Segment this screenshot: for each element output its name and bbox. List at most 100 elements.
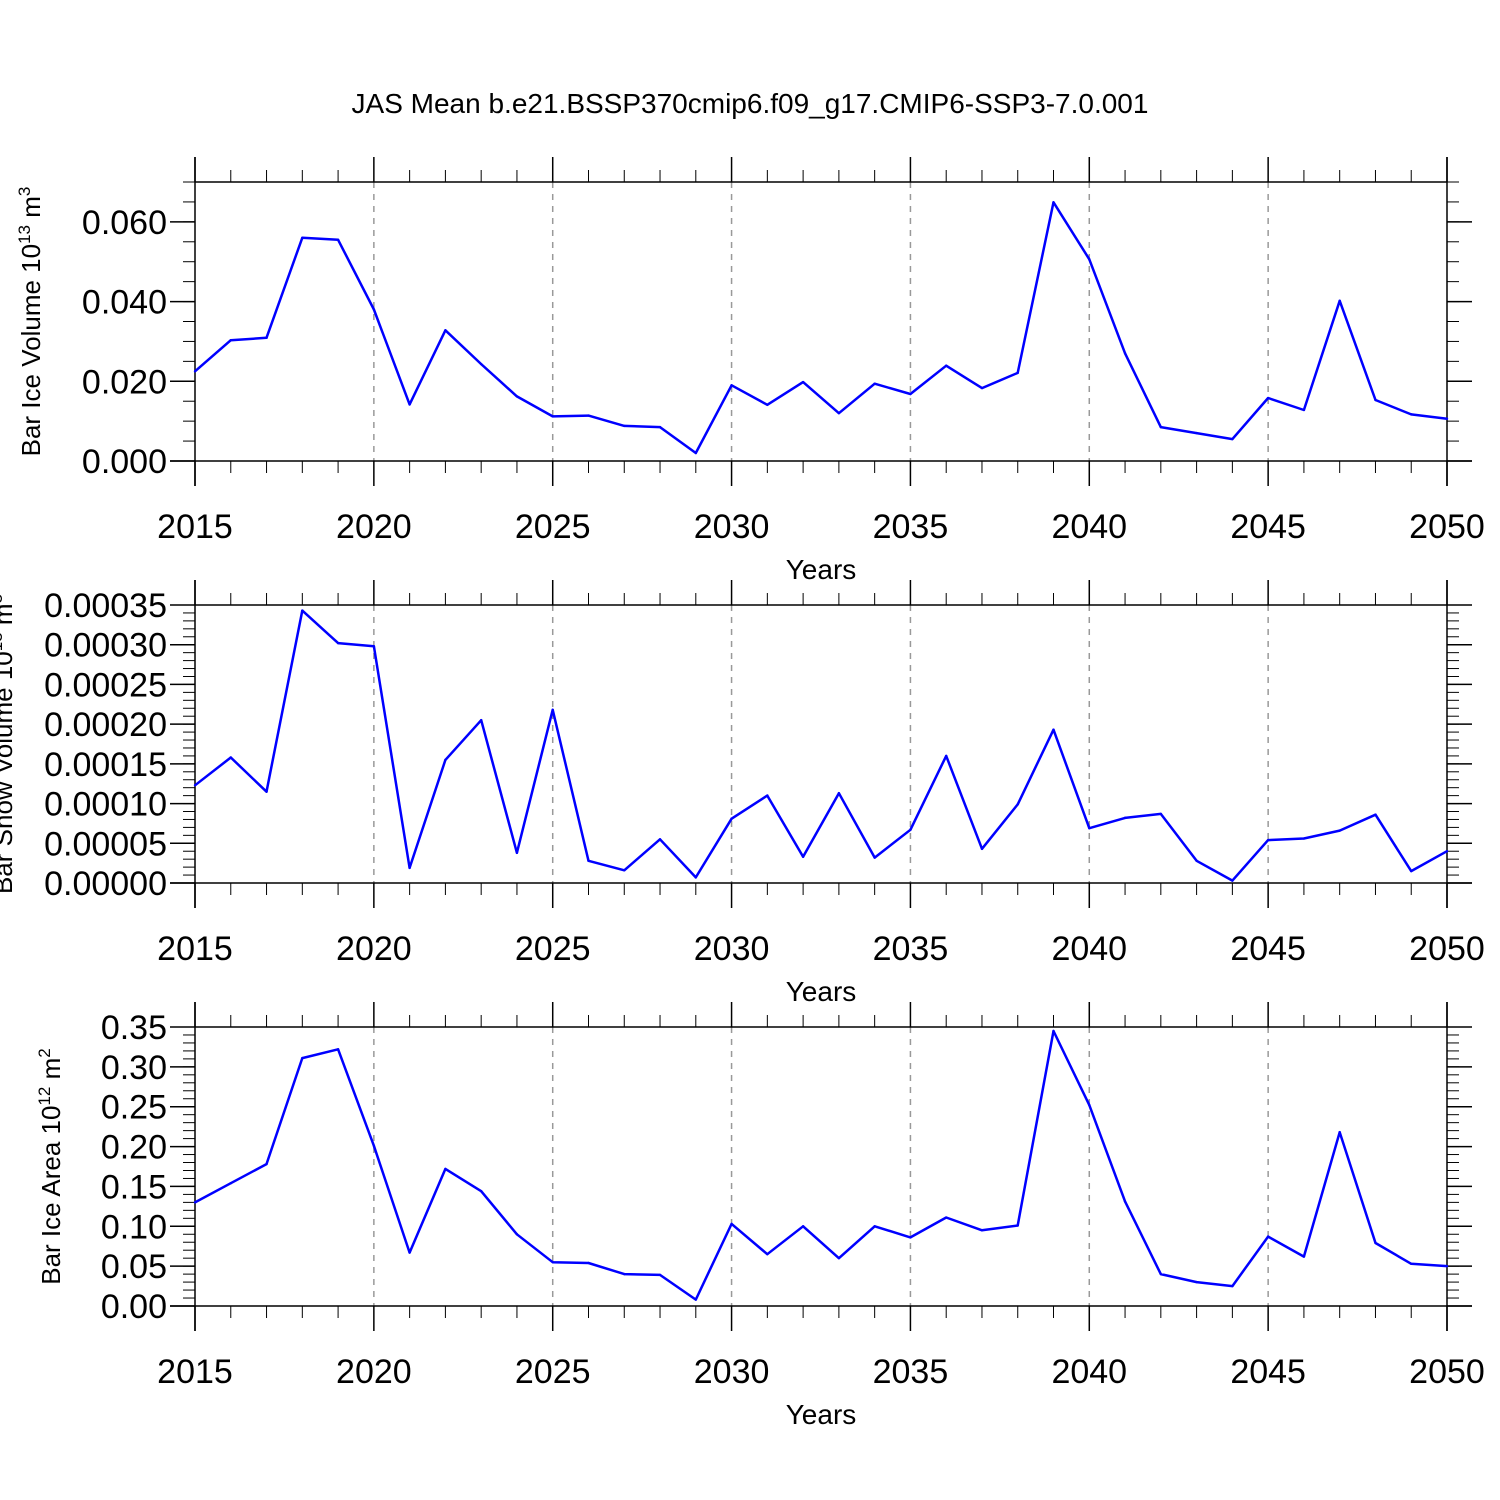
chart-title: JAS Mean b.e21.BSSP370cmip6.f09_g17.CMIP… (351, 88, 1149, 119)
x-tick-label: 2035 (873, 930, 949, 968)
data-point (837, 792, 841, 795)
data-point (1123, 816, 1127, 820)
data-point (1231, 437, 1234, 441)
data-point (730, 817, 733, 820)
data-point (980, 386, 984, 390)
y-label-exponent: 13 (0, 632, 6, 651)
data-point (1410, 1262, 1413, 1265)
data-point (873, 856, 876, 859)
data-point (658, 838, 662, 841)
y-label-unit: m (0, 603, 18, 632)
data-point (623, 424, 626, 428)
panel-2: 0.000000.000050.000100.000150.000200.000… (0, 580, 1485, 1007)
data-point (945, 1216, 948, 1219)
data-point (873, 1225, 876, 1228)
data-point (730, 1222, 733, 1226)
data-point (1088, 258, 1091, 261)
data-point (1266, 838, 1270, 842)
data-point (301, 1056, 304, 1060)
y-tick-label: 0.00010 (44, 786, 167, 824)
data-point (1302, 837, 1306, 840)
data-point (801, 1225, 805, 1228)
data-point (766, 403, 769, 407)
data-point (945, 364, 948, 367)
data-point (1302, 1255, 1306, 1258)
x-tick-label: 2025 (515, 930, 591, 968)
data-point (1374, 1241, 1377, 1245)
data-point (1088, 1103, 1091, 1107)
data-point (1338, 1131, 1341, 1134)
data-point (479, 362, 483, 366)
x-tick-label: 2050 (1409, 1353, 1485, 1391)
data-point (1195, 1280, 1198, 1284)
data-point (1123, 352, 1127, 355)
panel-3: 0.000.050.100.150.200.250.300.35 2015 2020… (35, 1002, 1485, 1430)
y-label-unit: m (16, 196, 46, 225)
x-tick-label: 2030 (694, 508, 770, 546)
data-point (1410, 413, 1413, 416)
x-axis-label: Years (786, 976, 857, 1007)
y-axis-label-group: Bar Ice Area 1012 m2 (35, 1048, 66, 1285)
data-point (551, 708, 554, 712)
data-point (623, 869, 626, 872)
data-point (1445, 1264, 1449, 1268)
data-point (909, 828, 912, 831)
x-tick-label: 2020 (336, 930, 412, 968)
x-tick-label: 2040 (1051, 508, 1127, 546)
data-point (1374, 813, 1377, 816)
y-label-exponent: 13 (15, 225, 34, 244)
data-point (336, 238, 340, 241)
x-tick-label: 2050 (1409, 930, 1485, 968)
x-tick-label: 2050 (1409, 508, 1485, 546)
data-point (980, 1229, 984, 1232)
data-point (658, 1273, 662, 1277)
x-tick-label: 2020 (336, 1353, 412, 1391)
data-point (336, 1048, 340, 1051)
data-point (1159, 812, 1163, 816)
data-point (408, 866, 411, 870)
data-point (408, 1251, 411, 1254)
data-point (515, 1233, 519, 1236)
y-label-exponent: 12 (35, 1087, 54, 1106)
data-point (1445, 850, 1449, 853)
data-point (336, 641, 340, 645)
x-tick-label: 2025 (515, 508, 591, 546)
data-point (587, 414, 590, 417)
data-point (623, 1272, 626, 1276)
data-point (1052, 201, 1055, 204)
data-point (837, 411, 841, 415)
y-axis-label-group: Bar Ice Volume 1013 m3 (15, 187, 46, 457)
y-tick-label: 0.00 (101, 1288, 167, 1326)
data-point (1338, 299, 1341, 302)
y-tick-label: 0.020 (82, 363, 167, 401)
y-tick-label: 0.10 (101, 1208, 167, 1246)
data-point (301, 236, 304, 239)
y-tick-label: 0.00000 (44, 865, 167, 903)
data-point (980, 847, 984, 851)
data-point (587, 859, 590, 862)
x-tick-label: 2040 (1051, 1353, 1127, 1391)
series-line (194, 1029, 1448, 1301)
data-point (551, 1260, 554, 1264)
data-point (945, 754, 948, 758)
data-point (372, 308, 376, 311)
data-point (479, 1190, 483, 1193)
data-point (515, 395, 519, 398)
data-point (694, 1298, 697, 1301)
data-point (1159, 1272, 1163, 1276)
data-point (801, 855, 805, 858)
y-tick-label: 0.000 (82, 443, 167, 481)
y-tick-label: 0.15 (101, 1168, 167, 1206)
y-axis-label: Bar Ice Volume 1013 m3 (15, 187, 46, 457)
data-point (1088, 826, 1091, 830)
data-point (193, 784, 197, 787)
data-point (229, 1182, 232, 1185)
data-point (1266, 396, 1270, 400)
data-point (479, 718, 483, 722)
data-point (837, 1256, 841, 1260)
y-label-unit-exponent: 3 (0, 594, 6, 603)
data-point (1195, 431, 1198, 435)
data-point (587, 1261, 590, 1265)
y-tick-label: 0.25 (101, 1089, 167, 1127)
